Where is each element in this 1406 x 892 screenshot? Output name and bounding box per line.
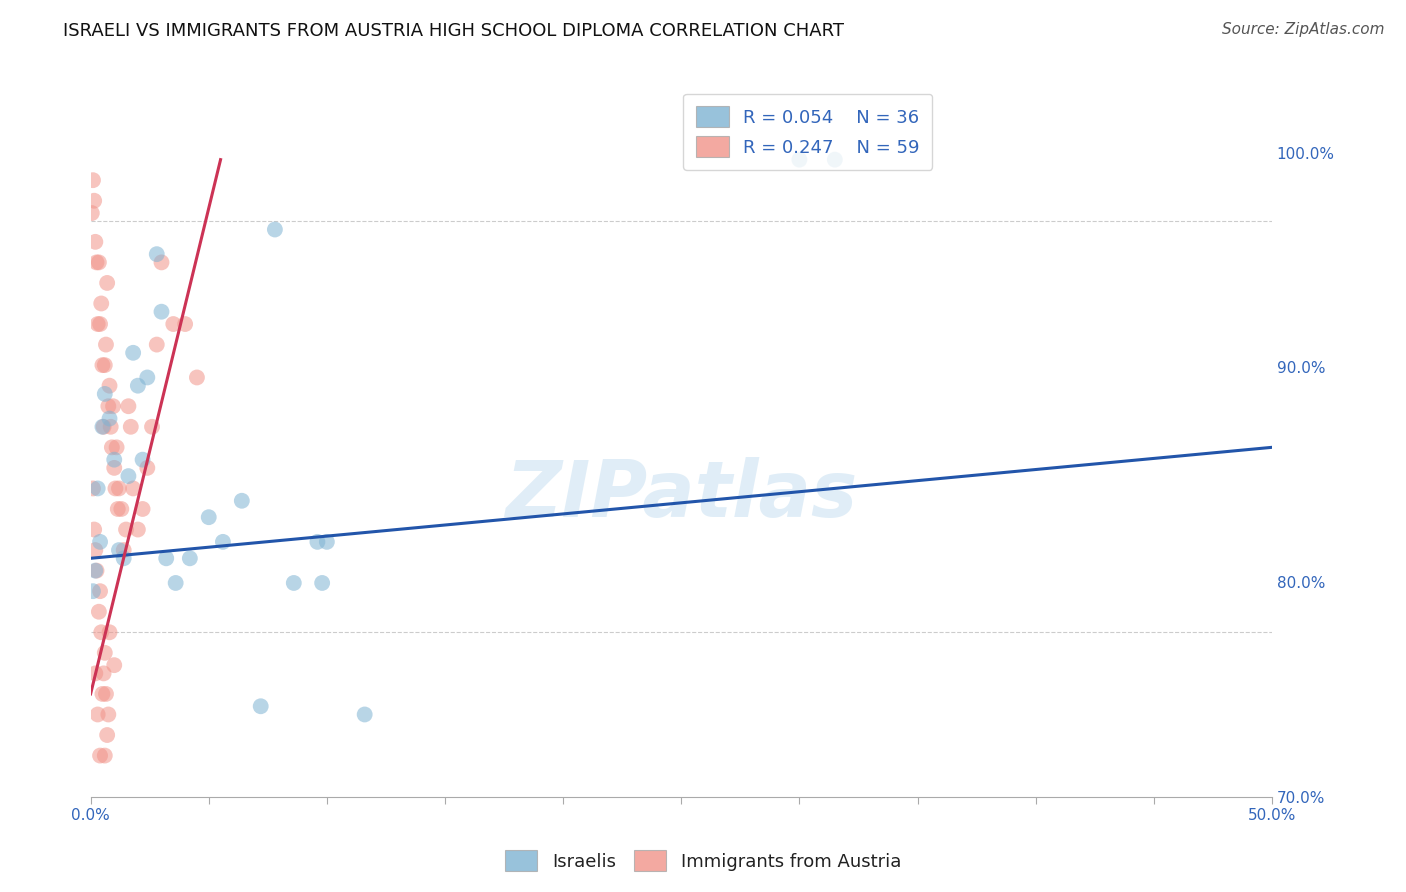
Point xyxy=(82,173,104,187)
Text: Source: ZipAtlas.com: Source: ZipAtlas.com xyxy=(1222,22,1385,37)
Point xyxy=(127,523,149,537)
Point xyxy=(82,584,104,599)
Point xyxy=(91,419,114,434)
Point xyxy=(83,523,105,537)
Point xyxy=(80,206,103,220)
Point xyxy=(94,646,117,660)
Point xyxy=(98,378,121,392)
Point xyxy=(311,576,333,591)
Point xyxy=(789,153,811,167)
Point xyxy=(136,370,159,384)
Point xyxy=(86,255,108,269)
Point xyxy=(90,625,112,640)
Point xyxy=(145,337,167,351)
Point xyxy=(87,605,110,619)
Point xyxy=(98,625,121,640)
Point xyxy=(264,222,287,236)
Point xyxy=(136,461,159,475)
Point xyxy=(174,317,197,331)
Legend: R = 0.054    N = 36, R = 0.247    N = 59: R = 0.054 N = 36, R = 0.247 N = 59 xyxy=(683,94,932,169)
Point xyxy=(89,317,111,331)
Point xyxy=(104,482,127,496)
Point xyxy=(94,748,117,763)
Point xyxy=(162,317,184,331)
Text: ISRAELI VS IMMIGRANTS FROM AUSTRIA HIGH SCHOOL DIPLOMA CORRELATION CHART: ISRAELI VS IMMIGRANTS FROM AUSTRIA HIGH … xyxy=(63,22,844,40)
Point xyxy=(122,346,145,360)
Point xyxy=(98,411,121,425)
Point xyxy=(93,666,115,681)
Point xyxy=(82,482,104,496)
Point xyxy=(89,534,111,549)
Point xyxy=(97,707,120,722)
Point xyxy=(117,399,139,413)
Point xyxy=(96,728,118,742)
Point xyxy=(145,247,167,261)
Point xyxy=(91,687,114,701)
Point xyxy=(141,419,163,434)
Point xyxy=(155,551,177,566)
Point xyxy=(315,534,337,549)
Point xyxy=(231,493,253,508)
Point xyxy=(131,452,153,467)
Point xyxy=(110,502,132,516)
Point xyxy=(127,378,149,392)
Point xyxy=(150,304,173,318)
Point xyxy=(117,469,139,483)
Point xyxy=(84,564,107,578)
Point xyxy=(103,461,125,475)
Point xyxy=(84,235,107,249)
Point xyxy=(101,440,124,454)
Point xyxy=(86,317,108,331)
Point xyxy=(283,576,305,591)
Point xyxy=(165,576,187,591)
Point xyxy=(120,419,142,434)
Point xyxy=(112,543,135,558)
Point xyxy=(84,666,107,681)
Point xyxy=(97,399,120,413)
Point xyxy=(353,707,375,722)
Point xyxy=(186,370,208,384)
Point xyxy=(100,419,122,434)
Point xyxy=(89,584,111,599)
Point xyxy=(91,358,114,372)
Point xyxy=(150,255,173,269)
Text: ZIPatlas: ZIPatlas xyxy=(505,457,858,533)
Point xyxy=(112,551,135,566)
Point xyxy=(103,658,125,673)
Point xyxy=(131,502,153,516)
Point xyxy=(94,387,117,401)
Point xyxy=(249,699,271,714)
Point xyxy=(108,543,131,558)
Point xyxy=(197,510,219,524)
Point xyxy=(90,296,112,310)
Point xyxy=(86,564,108,578)
Point xyxy=(87,255,110,269)
Point xyxy=(105,440,128,454)
Point xyxy=(122,482,145,496)
Point xyxy=(824,153,846,167)
Point xyxy=(93,419,115,434)
Point xyxy=(101,399,124,413)
Point xyxy=(86,707,108,722)
Point xyxy=(94,687,117,701)
Point xyxy=(107,502,129,516)
Point xyxy=(86,482,108,496)
Point xyxy=(89,748,111,763)
Point xyxy=(307,534,329,549)
Point xyxy=(84,543,107,558)
Point xyxy=(103,452,125,467)
Point xyxy=(96,276,118,290)
Point xyxy=(94,358,117,372)
Point xyxy=(115,523,138,537)
Point xyxy=(212,534,235,549)
Point xyxy=(94,337,117,351)
Point xyxy=(179,551,201,566)
Legend: Israelis, Immigrants from Austria: Israelis, Immigrants from Austria xyxy=(498,843,908,879)
Point xyxy=(108,482,131,496)
Point xyxy=(83,194,105,208)
